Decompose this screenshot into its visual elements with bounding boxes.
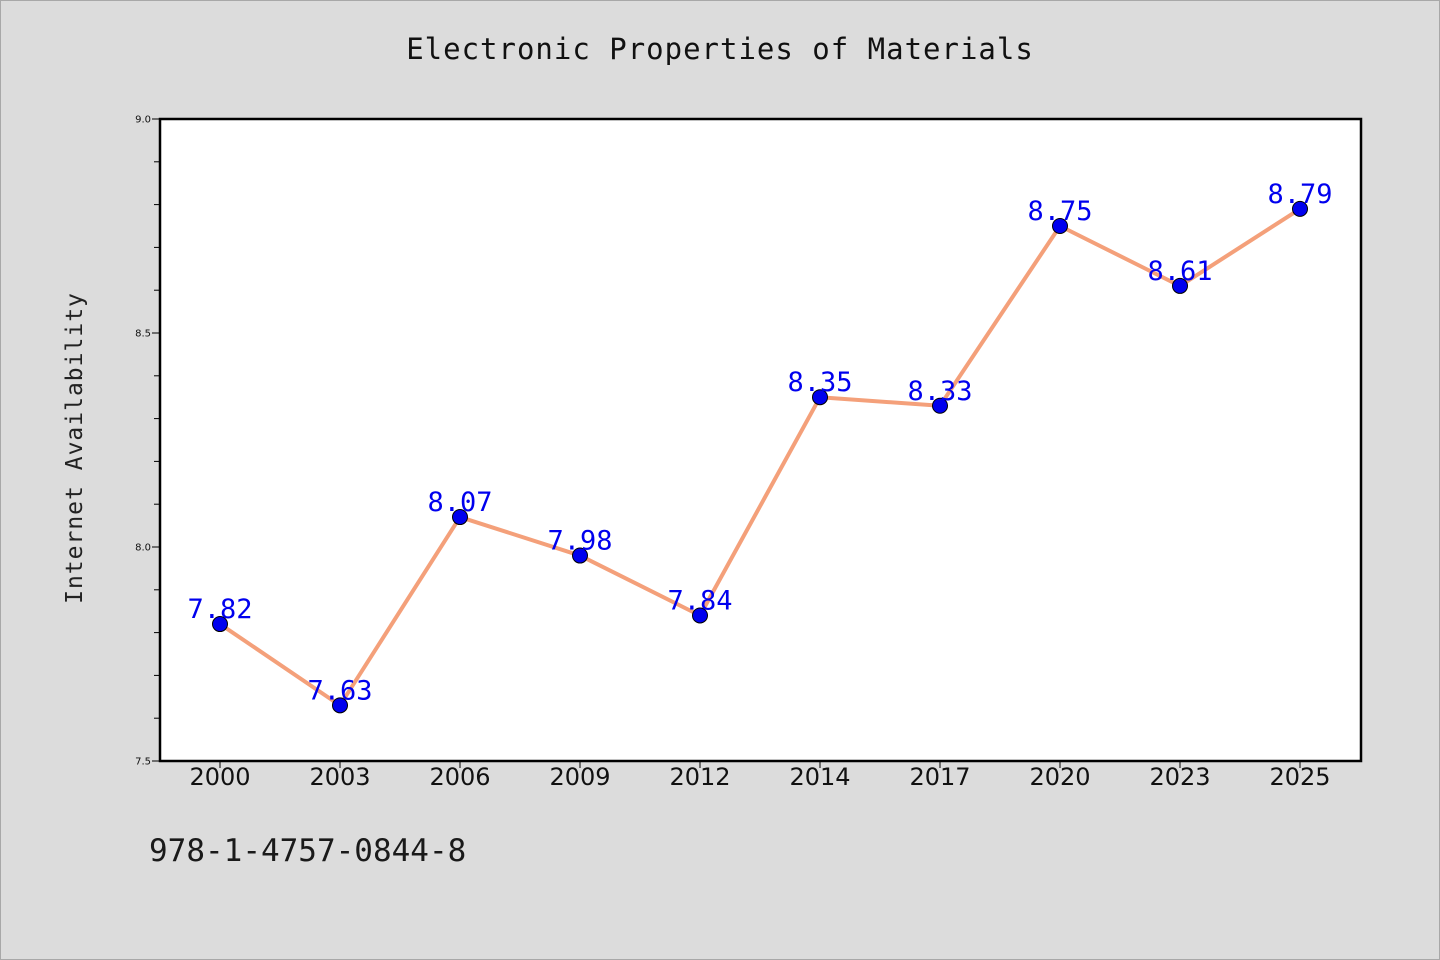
data-point bbox=[572, 547, 588, 564]
y-tick-label: 7.5 bbox=[135, 757, 151, 768]
data-point bbox=[812, 389, 828, 406]
isbn-text: 978-1-4757-0844-8 bbox=[149, 833, 467, 869]
data-point bbox=[1052, 218, 1068, 234]
data-point bbox=[1172, 277, 1188, 294]
x-tick-label: 2006 bbox=[429, 763, 490, 791]
data-label: 8.75 bbox=[1027, 196, 1092, 227]
data-label: 7.82 bbox=[187, 594, 252, 625]
series-line bbox=[218, 206, 1302, 708]
data-label: 7.63 bbox=[307, 675, 372, 706]
x-tick-label: 2023 bbox=[1149, 763, 1210, 791]
data-point bbox=[452, 509, 468, 526]
chart-title: Electronic Properties of Materials bbox=[406, 32, 1034, 66]
x-tick-label: 2014 bbox=[789, 763, 850, 791]
data-label: 8.07 bbox=[427, 487, 492, 518]
x-axis: 2000 2003 2006 2009 2012 2014 2017 2020 2023 2025 bbox=[189, 761, 1331, 791]
x-tick-label: 2009 bbox=[549, 763, 610, 791]
data-label: 7.84 bbox=[667, 585, 732, 616]
data-label: 8.79 bbox=[1267, 179, 1332, 210]
x-tick-label: 2012 bbox=[669, 763, 730, 791]
series-group: 7.82 7.63 8.07 7.98 7.84 8.35 8.33 8.75 8.61 8.79 bbox=[187, 179, 1333, 714]
y-tick-label: 8.0 bbox=[135, 543, 151, 554]
y-axis: 7.5 8.0 8.5 9.0 bbox=[135, 115, 160, 768]
x-tick-label: 2003 bbox=[309, 763, 370, 791]
y-tick-label: 9.0 bbox=[135, 115, 151, 126]
data-label: 8.33 bbox=[907, 376, 972, 407]
data-label: 8.35 bbox=[787, 367, 852, 398]
plot-border bbox=[158, 117, 1363, 763]
plot-area bbox=[160, 119, 1361, 761]
x-tick-label: 2025 bbox=[1269, 763, 1330, 791]
data-point bbox=[1292, 200, 1308, 217]
data-point bbox=[932, 397, 948, 414]
x-tick-label: 2000 bbox=[189, 763, 250, 791]
x-tick-label: 2017 bbox=[909, 763, 970, 791]
y-tick-label: 8.5 bbox=[135, 329, 151, 340]
x-tick-label: 2020 bbox=[1029, 763, 1090, 791]
data-label: 8.61 bbox=[1147, 256, 1212, 287]
data-label: 7.98 bbox=[547, 526, 612, 557]
data-point bbox=[692, 607, 708, 624]
data-point bbox=[332, 697, 348, 714]
data-point bbox=[212, 616, 228, 633]
